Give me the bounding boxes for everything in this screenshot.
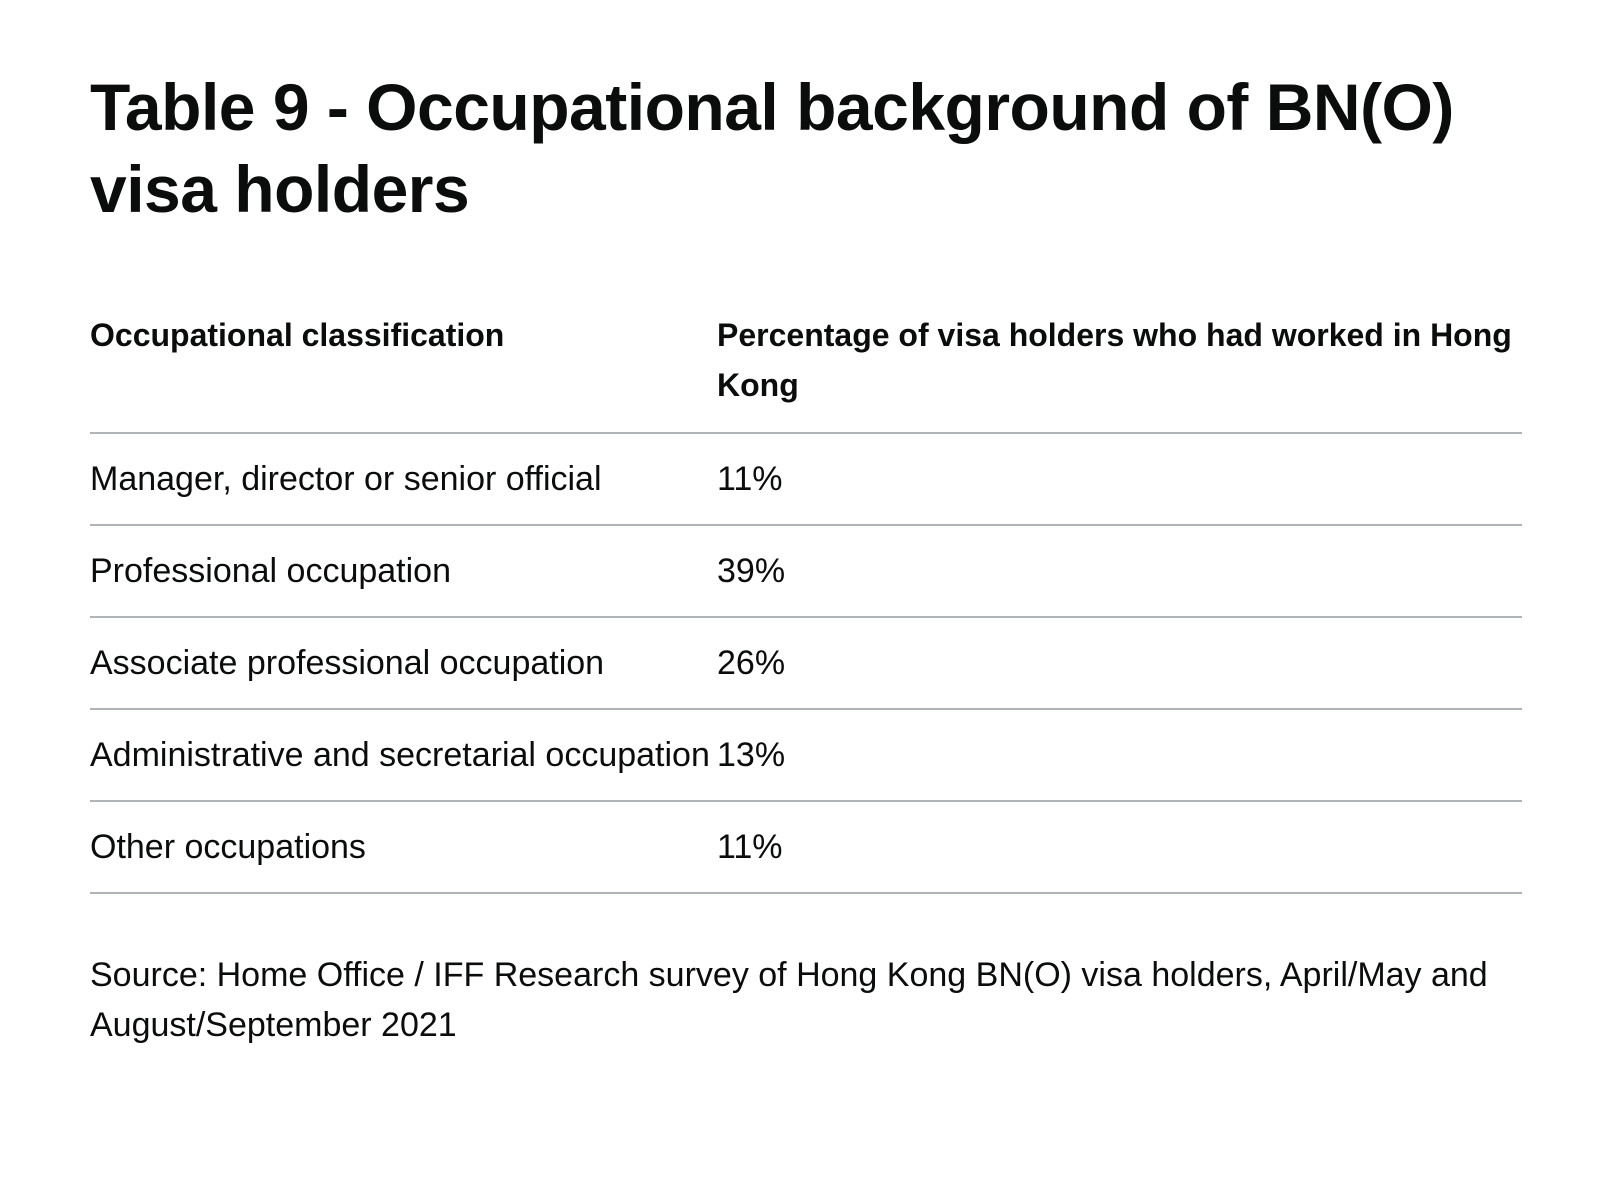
- occupation-cell: Manager, director or senior official: [90, 433, 717, 526]
- percentage-cell: 39%: [717, 525, 1522, 618]
- table-row: Administrative and secretarial occupatio…: [90, 709, 1522, 802]
- occupation-cell: Associate professional occupation: [90, 617, 717, 710]
- percentage-cell: 13%: [717, 709, 1522, 802]
- table-row: Manager, director or senior official 11%: [90, 433, 1522, 526]
- column-header-percentage: Percentage of visa holders who had worke…: [717, 310, 1522, 434]
- table-title: Table 9 - Occupational background of BN(…: [90, 70, 1454, 226]
- table-row: Other occupations 11%: [90, 801, 1522, 894]
- occupation-cell: Other occupations: [90, 801, 717, 894]
- source-note: Source: Home Office / IFF Research surve…: [90, 956, 1488, 1044]
- column-header-classification: Occupational classification: [90, 310, 717, 434]
- occupation-cell: Professional occupation: [90, 525, 717, 618]
- occupation-table: Occupational classification Percentage o…: [90, 310, 1522, 894]
- percentage-cell: 26%: [717, 617, 1522, 710]
- table-header-row: Occupational classification Percentage o…: [90, 310, 1522, 434]
- percentage-cell: 11%: [717, 801, 1522, 894]
- table-row: Professional occupation 39%: [90, 525, 1522, 618]
- table-row: Associate professional occupation 26%: [90, 617, 1522, 710]
- occupation-cell: Administrative and secretarial occupatio…: [90, 709, 717, 802]
- percentage-cell: 11%: [717, 433, 1522, 526]
